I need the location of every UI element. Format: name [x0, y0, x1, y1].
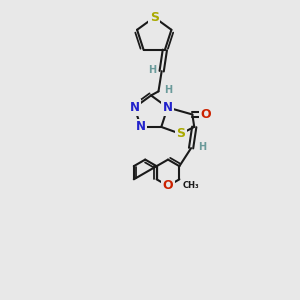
Text: H: H	[198, 142, 206, 152]
Text: CH₃: CH₃	[182, 182, 199, 190]
Text: O: O	[201, 108, 212, 121]
Text: O: O	[163, 179, 173, 192]
Text: H: H	[148, 65, 156, 75]
Text: H: H	[165, 85, 173, 95]
Text: N: N	[163, 101, 172, 114]
Text: N: N	[130, 101, 140, 114]
Text: S: S	[176, 128, 185, 140]
Text: N: N	[136, 120, 146, 134]
Text: S: S	[150, 11, 159, 24]
